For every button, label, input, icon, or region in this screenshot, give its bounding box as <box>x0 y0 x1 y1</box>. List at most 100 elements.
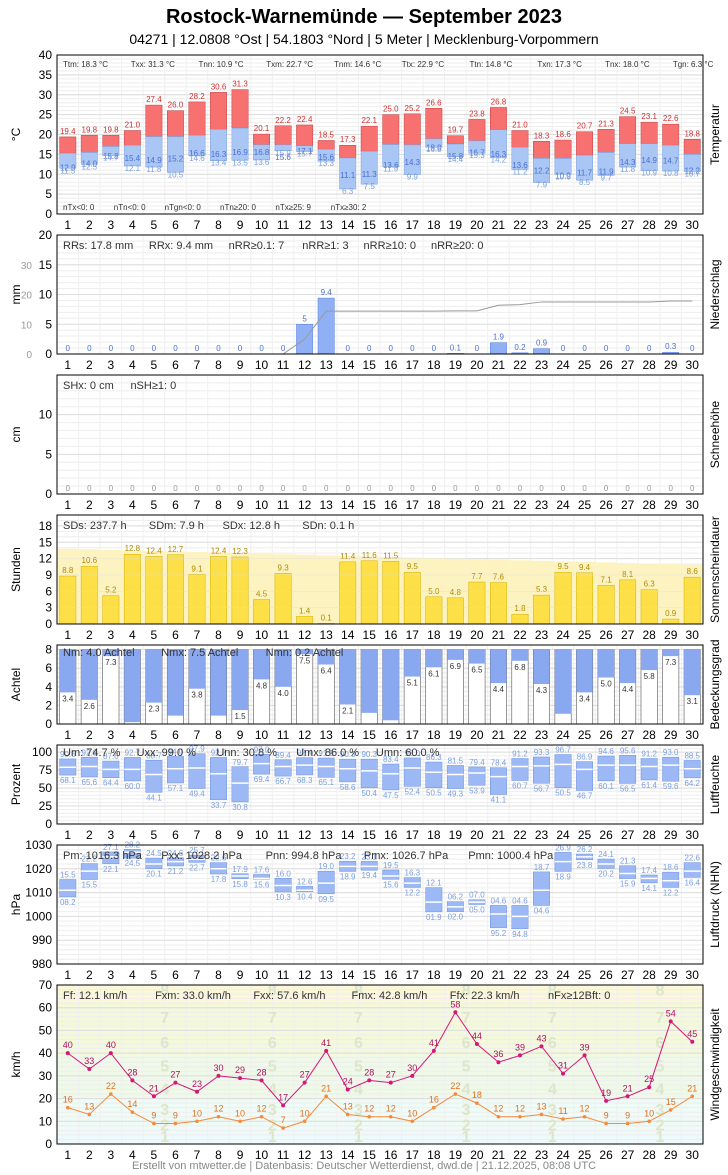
pressure-range-bar <box>683 862 701 878</box>
cloud-free-bar <box>597 649 615 678</box>
snow-label: 0 <box>582 484 587 493</box>
humidity-min-label: 50.5 <box>555 789 571 798</box>
humidity-range-bar <box>188 753 206 789</box>
pressure-min-label: 14.1 <box>641 884 657 893</box>
sunshine-label: 9.3 <box>278 563 290 572</box>
stat-label: Unn: 30.8 % <box>216 747 277 759</box>
sunshine-bar <box>188 574 206 625</box>
x-tick-label: 27 <box>621 358 635 372</box>
stat-label: Pnn: 994.8 hPa <box>266 850 343 862</box>
cloud-free-bar <box>188 649 206 689</box>
sunshine-label: 6.3 <box>644 580 656 589</box>
x-tick-label: 18 <box>427 628 441 642</box>
wind-label: 14 <box>127 1099 137 1109</box>
x-tick-label: 16 <box>384 358 398 372</box>
x-tick-label: 8 <box>215 628 222 642</box>
x-tick-label: 16 <box>384 728 398 742</box>
x-tick-label: 14 <box>341 968 355 982</box>
humidity-min-label: 60.1 <box>598 782 614 791</box>
x-tick-label: 25 <box>578 628 592 642</box>
sunshine-bar <box>425 596 443 625</box>
tmax-bar <box>253 133 270 146</box>
tmax-bar <box>360 125 378 152</box>
gust-label: 43 <box>536 1033 546 1043</box>
pressure-max-label: 12.1 <box>426 879 442 888</box>
humidity-max-label: 88.7 <box>146 751 162 760</box>
x-tick-label: 18 <box>427 358 441 372</box>
x-tick-label: 6 <box>172 218 179 232</box>
precip-label: 5 <box>302 314 307 323</box>
x-tick-label: 9 <box>237 498 244 512</box>
gust-point <box>561 1071 566 1076</box>
sunshine-bar <box>167 554 184 625</box>
tmax-bar <box>167 110 184 137</box>
pressure-max-label: 18.7 <box>534 863 550 872</box>
cumulative-tick-label: 0 <box>26 350 32 361</box>
cloud-free-bar <box>490 649 507 684</box>
cloud-free-bar <box>382 649 399 721</box>
beaufort-label: 5 <box>268 1059 277 1076</box>
x-tick-label: 20 <box>470 728 484 742</box>
snow-label: 0 <box>367 484 372 493</box>
beaufort-label: 5 <box>354 1059 363 1076</box>
pressure-min-label: 21.2 <box>168 867 184 876</box>
tmid-label: 14.3 <box>620 158 636 167</box>
x-tick-label: 7 <box>194 498 201 512</box>
x-tick-label: 28 <box>642 358 656 372</box>
sunshine-label: 10.6 <box>82 556 98 565</box>
count-label: nTgn<0: 0 <box>165 203 202 212</box>
pressure-min-label: 20.2 <box>598 869 614 878</box>
stat-label: nFx≥12Bft: 0 <box>548 990 610 1002</box>
x-tick-label: 21 <box>492 358 506 372</box>
humidity-min-label: 41.1 <box>491 795 507 804</box>
stat-label: Fxm: 33.0 km/h <box>155 990 231 1002</box>
precip-label: 0.9 <box>536 339 548 348</box>
wind-label: 11 <box>558 1106 567 1116</box>
x-tick-label: 15 <box>363 218 377 232</box>
x-tick-label: 4 <box>129 1148 136 1162</box>
y-axis-label: cm <box>9 427 23 443</box>
x-tick-label: 3 <box>107 358 114 372</box>
sunshine-label: 8.6 <box>687 567 699 576</box>
x-tick-label: 29 <box>664 1148 678 1162</box>
tmax-label: 31.3 <box>232 80 248 89</box>
stat-label: SDm: 7.9 h <box>149 520 204 532</box>
sunshine-label: 11.5 <box>383 551 399 560</box>
x-tick-label: 1 <box>64 218 71 232</box>
tmax-label: 19.7 <box>448 126 464 135</box>
tmax-bar <box>188 101 206 136</box>
x-tick-label: 7 <box>194 728 201 742</box>
gust-point <box>388 1080 393 1085</box>
tmax-bar <box>619 116 637 144</box>
panel-side-label: Bedeckungsgrad <box>708 639 722 729</box>
sunshine-label: 1.4 <box>299 606 311 615</box>
humidity-range-bar <box>339 758 357 783</box>
panel-side-label: Luftfeuchte <box>708 754 722 814</box>
gust-point <box>238 1076 243 1081</box>
gust-label: 27 <box>386 1070 396 1080</box>
x-tick-label: 18 <box>427 968 441 982</box>
tmean-bar <box>490 129 507 158</box>
gust-label: 27 <box>170 1070 180 1080</box>
pressure-min-label: 22.7 <box>189 863 205 872</box>
panel-side-label: Sonnenscheindauer <box>708 516 722 623</box>
wind-point <box>345 1112 350 1117</box>
tmid-label: 14.9 <box>146 156 162 165</box>
x-tick-label: 23 <box>535 218 549 232</box>
precip-label: 0 <box>195 344 200 353</box>
x-tick-label: 15 <box>363 498 377 512</box>
sunshine-label: 9.5 <box>407 562 419 571</box>
y-tick-label: 25 <box>39 108 53 122</box>
gust-line <box>67 1011 693 1107</box>
stat-label: SHx: 0 cm <box>63 380 114 392</box>
x-tick-label: 30 <box>686 1148 700 1162</box>
beaufort-label: 3 <box>462 1102 471 1119</box>
gust-point <box>367 1078 372 1083</box>
tmax-label: 25.0 <box>383 105 399 114</box>
sunshine-label: 12.4 <box>146 546 162 555</box>
tmax-label: 30.6 <box>211 82 227 91</box>
x-tick-label: 21 <box>492 828 506 842</box>
x-tick-label: 16 <box>384 628 398 642</box>
tmax-label: 27.4 <box>146 95 162 104</box>
precip-label: 0.3 <box>665 342 677 351</box>
